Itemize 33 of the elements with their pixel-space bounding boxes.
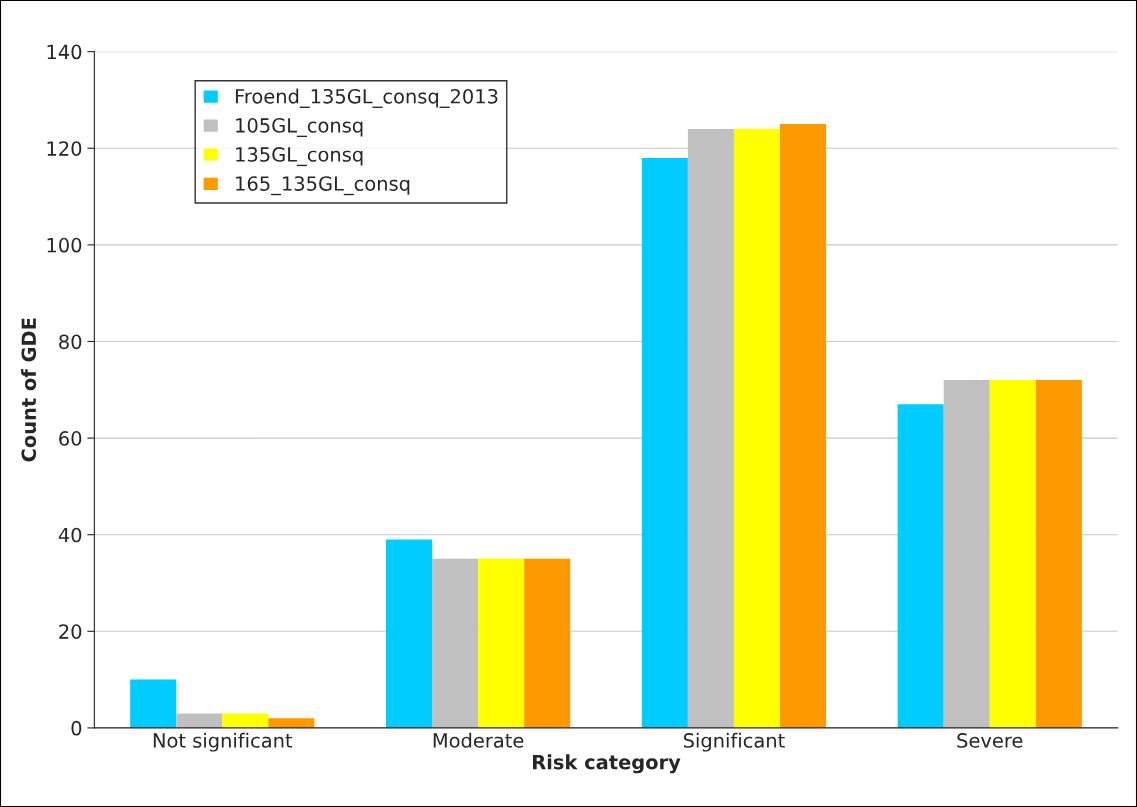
bar	[268, 718, 315, 728]
legend-label: 165_135GL_consq	[236, 176, 410, 196]
y-tick-label: 60	[59, 431, 82, 446]
bar	[943, 380, 990, 728]
y-tick-label: 40	[58, 527, 82, 543]
x-tick-label: Moderate	[433, 732, 524, 748]
y-tick-label: 80	[59, 334, 82, 350]
bar	[1035, 380, 1082, 728]
bar	[733, 128, 780, 728]
bar	[478, 558, 525, 728]
bar	[432, 558, 479, 728]
y-tick-label: 100	[47, 237, 82, 253]
bar	[524, 558, 571, 728]
y-tick-label: 20	[59, 624, 82, 639]
bar	[641, 157, 688, 728]
bar	[386, 539, 433, 728]
x-tick-label: Not significant	[153, 732, 293, 752]
bar	[779, 124, 827, 728]
bar	[130, 679, 177, 728]
y-tick-label: 140	[47, 44, 82, 60]
x-axis-title: Risk category	[533, 754, 681, 774]
legend-label: Froend_135GL_consq_2013	[235, 88, 498, 108]
y-tick-label: 0	[71, 720, 82, 736]
y-tick-label: 120	[47, 141, 82, 156]
x-tick-label: Significant	[683, 732, 785, 752]
bar	[989, 380, 1036, 728]
bar	[222, 713, 269, 728]
legend-label: 105GL_consq	[236, 118, 363, 138]
bar	[176, 713, 223, 728]
legend-label: 135GL_consq	[236, 147, 363, 167]
y-axis-title: Count of GDE	[21, 318, 37, 462]
bar	[897, 404, 944, 728]
x-tick-label: Severe	[957, 733, 1023, 748]
